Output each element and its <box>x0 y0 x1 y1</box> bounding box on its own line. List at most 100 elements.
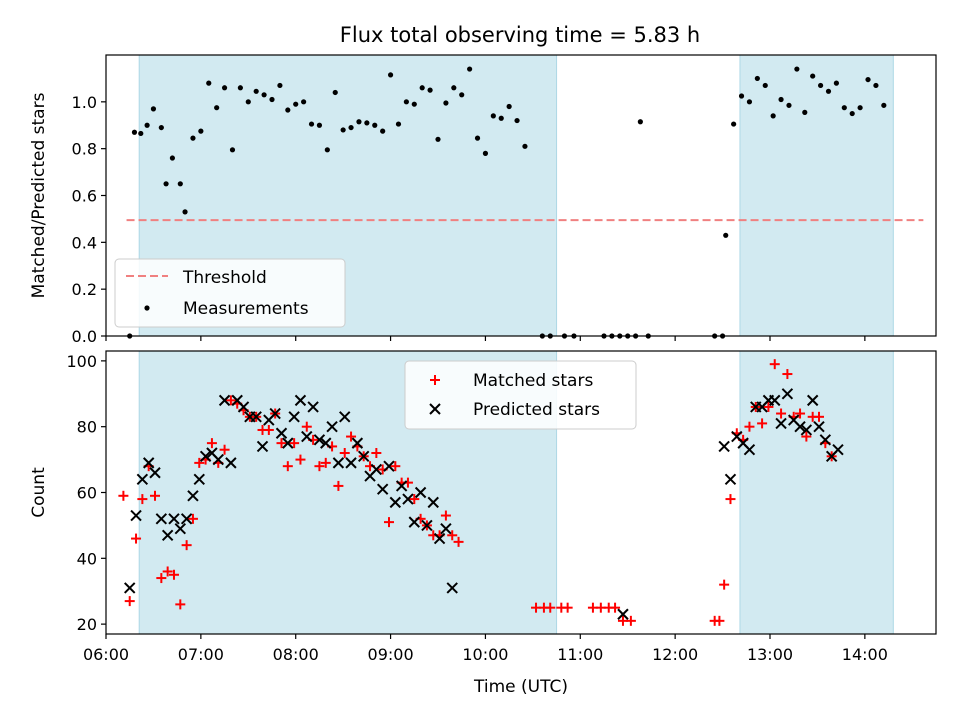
measurement-point-4 <box>150 106 157 112</box>
matched-point-73 <box>757 418 768 429</box>
predicted-point-53 <box>718 440 730 453</box>
x-tick-label-0: 06:00 <box>83 645 129 664</box>
predicted-point-2 <box>136 473 149 486</box>
y-tick-label-3: 80 <box>77 418 97 437</box>
measurement-point-50 <box>506 103 512 110</box>
measurement-point-6 <box>163 181 169 187</box>
predicted-point-44 <box>402 493 414 505</box>
predicted-point-50 <box>440 522 452 535</box>
shaded-interval-1 <box>739 55 894 336</box>
top-panel: 0.0 0.2 0.4 0.6 0.8 1.0 Matched/Predicted star… <box>29 54 937 346</box>
matched-point-52 <box>447 530 458 541</box>
measurement-point-46 <box>474 135 481 141</box>
predicted-point-24 <box>275 427 288 439</box>
measurement-point-74 <box>786 102 792 108</box>
measurement-point-43 <box>451 85 457 91</box>
measurement-point-8 <box>177 181 183 187</box>
measurement-point-12 <box>206 80 212 86</box>
measurement-point-67 <box>731 121 737 127</box>
measurement-point-84 <box>865 76 871 83</box>
matched-point-12 <box>194 457 205 468</box>
measurement-point-5 <box>158 124 164 131</box>
predicted-point-37 <box>357 450 370 463</box>
predicted-point-51 <box>446 582 458 594</box>
predicted-point-47 <box>421 519 433 532</box>
predicted-point-4 <box>149 467 161 479</box>
predicted-point-3 <box>142 457 155 469</box>
measurement-point-35 <box>387 72 394 78</box>
matched-point-29 <box>301 421 312 432</box>
matched-point-40 <box>371 448 382 459</box>
matched-point-42 <box>383 517 394 528</box>
predicted-point-49 <box>433 532 446 545</box>
predicted-point-69 <box>819 434 832 446</box>
measurement-point-38 <box>411 101 417 107</box>
matched-point-31 <box>314 461 325 472</box>
measurement-point-29 <box>340 127 346 133</box>
matched-point-68 <box>725 494 736 505</box>
matched-point-67 <box>719 579 730 590</box>
chart-title: Flux total observing time = 5.83 h <box>340 23 700 47</box>
legend-top: Threshold Measurements <box>114 258 346 328</box>
predicted-point-11 <box>193 473 205 486</box>
y-tick-label-2: 0.4 <box>72 233 97 252</box>
predicted-point-65 <box>794 420 806 433</box>
y-tick-label-3: 0.6 <box>72 187 97 206</box>
measurement-point-41 <box>435 136 441 142</box>
measurement-point-31 <box>356 119 362 125</box>
matched-point-71 <box>744 421 755 432</box>
legend-box <box>114 258 346 328</box>
measurement-point-68 <box>738 93 745 99</box>
measurement-point-83 <box>857 105 863 111</box>
measurement-point-11 <box>198 128 204 134</box>
y-tick-label-1: 0.2 <box>72 280 97 299</box>
matched-point-0 <box>118 490 129 501</box>
legend-threshold-label: Threshold <box>182 268 267 288</box>
matched-point-46 <box>409 494 420 505</box>
measurement-point-32 <box>364 120 370 126</box>
predicted-point-29 <box>307 401 319 413</box>
y-tick-label-2: 60 <box>77 484 97 503</box>
measurement-point-25 <box>308 121 315 127</box>
measurement-point-9 <box>182 209 188 215</box>
predicted-point-23 <box>269 407 281 420</box>
predicted-point-45 <box>408 516 420 528</box>
predicted-point-39 <box>370 463 383 476</box>
matched-point-74 <box>763 401 774 412</box>
predicted-point-20 <box>250 411 262 423</box>
measurement-point-2 <box>138 130 144 137</box>
measurement-point-75 <box>794 66 800 72</box>
y-tick-label-1: 40 <box>77 549 97 568</box>
measurement-point-7 <box>169 155 175 161</box>
predicted-point-10 <box>187 490 199 502</box>
matched-point-3 <box>137 494 148 505</box>
measurement-point-78 <box>817 82 824 89</box>
matched-point-25 <box>276 438 287 449</box>
matched-point-64 <box>625 615 636 626</box>
matched-point-79 <box>795 408 806 419</box>
x-tick-label-3: 09:00 <box>368 645 414 664</box>
measurement-point-33 <box>372 122 378 128</box>
measurement-point-73 <box>778 96 784 103</box>
predicted-point-27 <box>294 394 307 407</box>
measurement-point-10 <box>190 135 196 141</box>
matched-point-32 <box>320 457 331 468</box>
matched-point-51 <box>440 510 451 521</box>
y-tick-label-4: 0.8 <box>72 140 97 159</box>
matched-point-53 <box>453 536 464 547</box>
measurement-point-79 <box>825 88 832 94</box>
measurement-point-22 <box>285 107 291 113</box>
measurement-point-18 <box>253 88 259 94</box>
measurement-point-3 <box>144 122 150 128</box>
predicted-point-57 <box>743 444 756 456</box>
y-tick-label-4: 100 <box>66 352 97 371</box>
y-tick-label-5: 1.0 <box>72 93 97 112</box>
matched-point-66 <box>714 615 725 626</box>
matched-point-9 <box>175 599 186 610</box>
predicted-point-62 <box>775 417 787 430</box>
measurement-point-51 <box>514 117 520 124</box>
measurement-point-39 <box>419 85 425 91</box>
matched-point-82 <box>814 411 825 422</box>
matched-point-5 <box>150 490 161 501</box>
matched-point-1 <box>124 596 135 607</box>
